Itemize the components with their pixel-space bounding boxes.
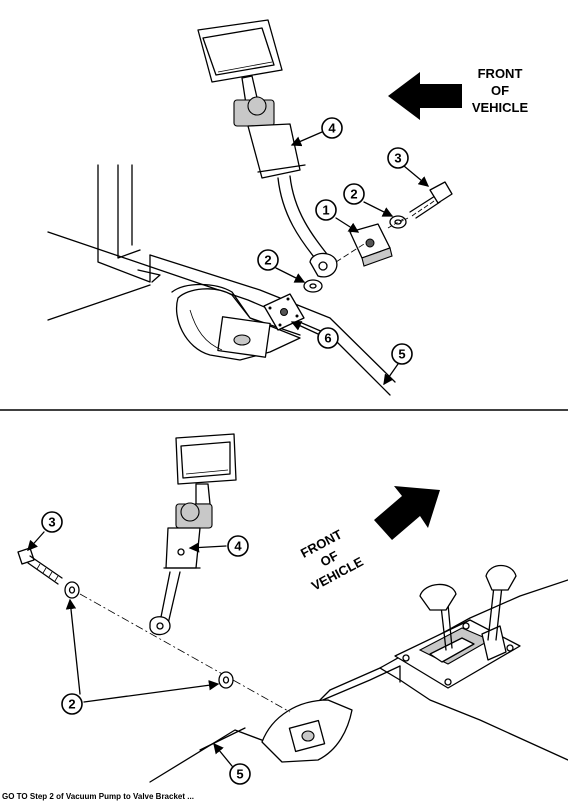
front-label-bottom: FRONT OF VEHICLE — [298, 527, 366, 594]
svg-text:4: 4 — [328, 121, 336, 136]
floor-panel-bottom — [149, 579, 568, 783]
callout-top-2a: 2 — [343, 183, 365, 205]
svg-text:6: 6 — [324, 331, 331, 346]
washer-bottom-right — [218, 671, 234, 689]
svg-text:1: 1 — [322, 203, 329, 218]
callout-top-4: 4 — [321, 117, 343, 139]
assembly-centerline — [79, 593, 291, 713]
callout-top-6: 6 — [317, 327, 339, 349]
callout-top-2b: 2 — [257, 249, 279, 271]
footer-caption: GO TO Step 2 of Vacuum Pump to Valve Bra… — [2, 792, 194, 801]
front-label-top-1: FRONT — [478, 66, 523, 81]
callout-top-3: 3 — [387, 147, 409, 169]
shifter-assembly — [394, 564, 521, 689]
bottom-leaders — [27, 531, 233, 767]
bottom-view: FRONT OF VEHICLE 2 3 4 5 — [17, 433, 568, 785]
svg-text:4: 4 — [234, 539, 242, 554]
svg-text:2: 2 — [350, 187, 357, 202]
svg-text:5: 5 — [398, 347, 405, 362]
callout-bottom-2: 2 — [61, 693, 83, 715]
callout-top-1: 1 — [315, 199, 337, 221]
accelerator-pedal — [197, 19, 338, 278]
mounting-plate — [263, 293, 305, 331]
front-arrow-bottom — [374, 486, 440, 540]
accelerator-pedal-bottom — [149, 433, 237, 636]
floor-panel — [47, 164, 396, 396]
washer-bottom-left — [64, 581, 80, 599]
callout-bottom-5: 5 — [229, 763, 251, 785]
front-label-top-3: VEHICLE — [472, 100, 529, 115]
svg-text:2: 2 — [68, 697, 75, 712]
washer-top-upper — [387, 215, 407, 229]
svg-text:5: 5 — [236, 767, 243, 782]
front-arrow-top — [388, 72, 462, 120]
callout-top-5: 5 — [391, 343, 413, 365]
callout-bottom-4: 4 — [227, 535, 249, 557]
front-label-top-2: OF — [491, 83, 509, 98]
svg-text:3: 3 — [48, 515, 55, 530]
top-view: FRONT OF VEHICLE 1 2 2 3 4 5 6 — [47, 19, 529, 396]
top-leaders — [275, 131, 429, 386]
bolt-top — [399, 181, 453, 223]
bolt-bottom — [17, 547, 63, 585]
callout-bottom-3: 3 — [41, 511, 63, 533]
washer-top-lower — [303, 279, 323, 293]
spacer-block — [335, 223, 393, 267]
svg-text:3: 3 — [394, 151, 401, 166]
svg-text:2: 2 — [264, 253, 271, 268]
